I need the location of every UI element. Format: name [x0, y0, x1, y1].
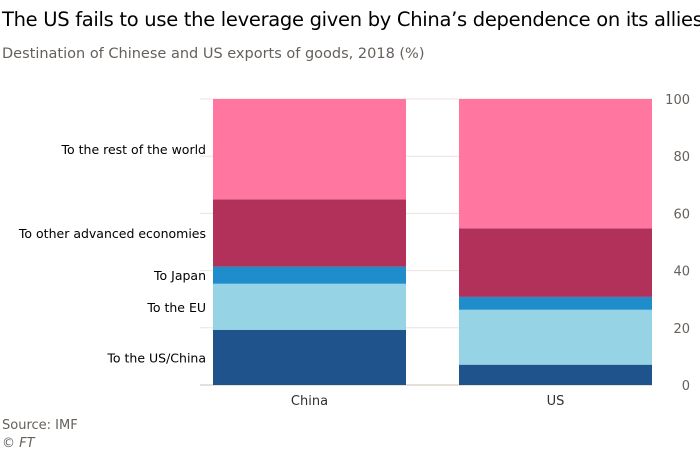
bar-segment — [213, 266, 406, 284]
series-label: To the rest of the world — [61, 142, 207, 157]
x-tick-label: US — [547, 394, 565, 409]
bar-segment — [459, 364, 652, 385]
y-tick-label: 60 — [673, 207, 690, 222]
bar-segment — [459, 296, 652, 310]
series-label: To the US/China — [106, 350, 206, 365]
bar-segment — [213, 199, 406, 267]
y-tick-label: 80 — [673, 150, 690, 165]
bar-segment — [213, 329, 406, 385]
y-tick-label: 100 — [665, 93, 690, 108]
series-label: To other advanced economies — [18, 226, 206, 241]
series-label: To the EU — [146, 300, 206, 315]
bar-segment — [213, 283, 406, 330]
bar-segment — [459, 99, 652, 229]
series-label: To Japan — [153, 268, 206, 283]
y-tick-label: 40 — [673, 265, 690, 280]
bar-segment — [459, 309, 652, 365]
bar-segment — [459, 228, 652, 297]
source-note: Source: IMF — [2, 418, 78, 433]
bar-segment — [213, 99, 406, 200]
chart-subtitle: Destination of Chinese and US exports of… — [2, 46, 425, 62]
credit: © FT — [2, 436, 35, 451]
y-tick-label: 0 — [682, 379, 690, 394]
y-tick-label: 20 — [673, 322, 690, 337]
chart-title: The US fails to use the leverage given b… — [2, 8, 700, 31]
x-tick-label: China — [291, 394, 328, 409]
